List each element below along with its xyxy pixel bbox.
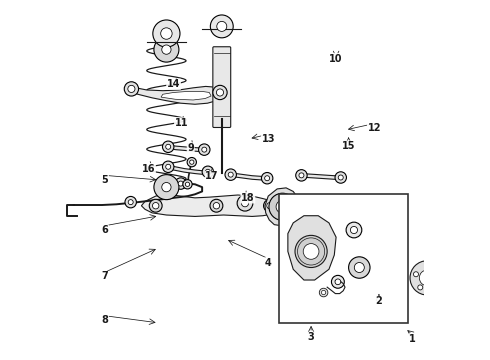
Polygon shape bbox=[161, 91, 211, 100]
Circle shape bbox=[269, 193, 296, 220]
Circle shape bbox=[124, 82, 139, 96]
Circle shape bbox=[242, 200, 248, 207]
Circle shape bbox=[213, 85, 227, 100]
Bar bbox=[279, 194, 408, 323]
Circle shape bbox=[331, 275, 344, 288]
Text: 18: 18 bbox=[241, 193, 255, 203]
Text: 1: 1 bbox=[409, 334, 416, 344]
Circle shape bbox=[210, 15, 233, 38]
Text: 15: 15 bbox=[342, 141, 355, 151]
Circle shape bbox=[202, 166, 214, 177]
Polygon shape bbox=[168, 145, 204, 152]
Polygon shape bbox=[288, 216, 336, 280]
Circle shape bbox=[295, 235, 327, 267]
Circle shape bbox=[267, 203, 273, 209]
Text: 5: 5 bbox=[101, 175, 108, 185]
Circle shape bbox=[303, 244, 319, 259]
Circle shape bbox=[419, 270, 435, 286]
Circle shape bbox=[296, 170, 307, 181]
Circle shape bbox=[153, 20, 180, 47]
Circle shape bbox=[185, 182, 190, 186]
Circle shape bbox=[432, 285, 437, 290]
Circle shape bbox=[354, 262, 364, 273]
Circle shape bbox=[128, 200, 133, 204]
FancyBboxPatch shape bbox=[213, 47, 231, 127]
Circle shape bbox=[338, 175, 343, 180]
Circle shape bbox=[225, 169, 237, 180]
Text: 6: 6 bbox=[101, 225, 108, 235]
Circle shape bbox=[348, 257, 370, 278]
Circle shape bbox=[205, 169, 210, 174]
Polygon shape bbox=[297, 199, 323, 204]
Circle shape bbox=[346, 222, 362, 238]
Text: 9: 9 bbox=[187, 143, 194, 153]
Polygon shape bbox=[168, 165, 207, 174]
Circle shape bbox=[166, 144, 171, 149]
Circle shape bbox=[125, 197, 136, 208]
Text: 8: 8 bbox=[101, 315, 108, 325]
Circle shape bbox=[299, 173, 304, 178]
Circle shape bbox=[410, 261, 444, 295]
Circle shape bbox=[163, 141, 174, 153]
Circle shape bbox=[425, 264, 430, 269]
Polygon shape bbox=[301, 174, 341, 179]
Circle shape bbox=[262, 172, 273, 184]
Circle shape bbox=[163, 161, 174, 172]
Circle shape bbox=[317, 197, 329, 208]
Text: 4: 4 bbox=[265, 258, 271, 268]
Circle shape bbox=[436, 272, 441, 277]
Circle shape bbox=[217, 89, 223, 96]
Circle shape bbox=[190, 160, 194, 164]
Circle shape bbox=[276, 201, 289, 213]
Text: 11: 11 bbox=[174, 118, 188, 128]
Circle shape bbox=[202, 147, 207, 152]
Circle shape bbox=[217, 21, 227, 31]
Circle shape bbox=[335, 279, 341, 285]
Circle shape bbox=[154, 175, 179, 200]
Circle shape bbox=[319, 288, 328, 297]
Text: 3: 3 bbox=[308, 332, 315, 342]
Polygon shape bbox=[231, 173, 267, 180]
Circle shape bbox=[162, 183, 171, 192]
Circle shape bbox=[198, 144, 210, 156]
Circle shape bbox=[321, 291, 326, 295]
Circle shape bbox=[264, 199, 276, 212]
Polygon shape bbox=[142, 194, 281, 216]
Circle shape bbox=[335, 172, 346, 183]
Circle shape bbox=[414, 272, 418, 277]
Circle shape bbox=[265, 176, 270, 181]
Text: 13: 13 bbox=[262, 134, 275, 144]
Circle shape bbox=[154, 37, 179, 62]
Circle shape bbox=[237, 195, 253, 211]
Circle shape bbox=[162, 45, 171, 54]
Circle shape bbox=[210, 199, 223, 212]
Polygon shape bbox=[265, 188, 298, 226]
Circle shape bbox=[183, 180, 192, 189]
Text: 2: 2 bbox=[375, 296, 382, 306]
Text: 7: 7 bbox=[101, 271, 108, 282]
Text: 12: 12 bbox=[368, 123, 381, 133]
Circle shape bbox=[320, 200, 325, 204]
Circle shape bbox=[166, 164, 171, 169]
Circle shape bbox=[149, 199, 162, 212]
Circle shape bbox=[228, 172, 233, 177]
Circle shape bbox=[418, 285, 423, 290]
Circle shape bbox=[128, 85, 135, 93]
Text: 17: 17 bbox=[205, 171, 219, 181]
Circle shape bbox=[152, 203, 159, 209]
Text: 16: 16 bbox=[142, 163, 155, 174]
Circle shape bbox=[161, 28, 172, 39]
Circle shape bbox=[213, 203, 220, 209]
Circle shape bbox=[175, 178, 186, 189]
Text: 14: 14 bbox=[167, 79, 180, 89]
Polygon shape bbox=[129, 86, 223, 104]
Circle shape bbox=[350, 226, 358, 234]
Circle shape bbox=[187, 157, 196, 167]
Text: 10: 10 bbox=[329, 54, 343, 64]
Circle shape bbox=[178, 181, 183, 186]
